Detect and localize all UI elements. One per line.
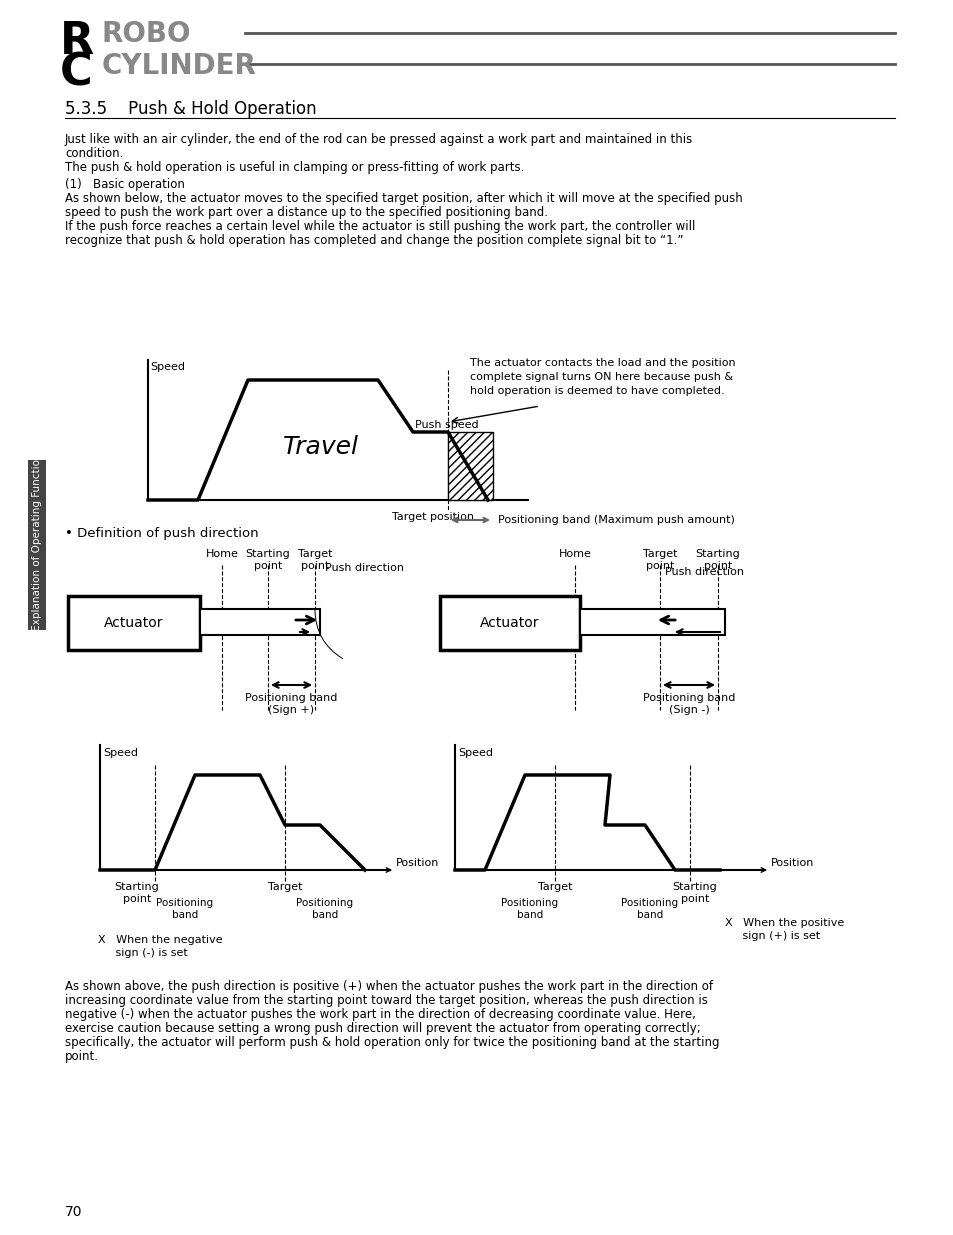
Text: Starting
point: Starting point (245, 550, 290, 572)
Text: Home: Home (558, 550, 591, 559)
Text: condition.: condition. (65, 147, 123, 161)
Text: ROBO: ROBO (102, 20, 192, 48)
Text: Starting
point: Starting point (114, 882, 159, 904)
Text: speed to push the work part over a distance up to the specified positioning band: speed to push the work part over a dista… (65, 206, 547, 219)
Text: Actuator: Actuator (479, 616, 539, 630)
Text: Target
point: Target point (297, 550, 332, 572)
Text: Position: Position (770, 858, 814, 868)
Bar (448, 432, 493, 500)
Text: Positioning
band: Positioning band (501, 898, 558, 920)
Text: Push speed: Push speed (415, 420, 478, 430)
Bar (28, 459, 46, 630)
Text: Positioning band
(Sign -): Positioning band (Sign -) (642, 693, 735, 715)
Text: The push & hold operation is useful in clamping or press-fitting of work parts.: The push & hold operation is useful in c… (65, 161, 524, 174)
Text: Target position: Target position (392, 513, 474, 522)
Text: point.: point. (65, 1050, 99, 1063)
Text: Positioning
band: Positioning band (156, 898, 213, 920)
Text: Positioning
band: Positioning band (620, 898, 678, 920)
Text: increasing coordinate value from the starting point toward the target position, : increasing coordinate value from the sta… (65, 994, 707, 1007)
Text: Starting
point: Starting point (695, 550, 740, 572)
Bar (68, 597, 200, 650)
Text: Push direction: Push direction (325, 563, 403, 573)
Bar (200, 609, 319, 635)
Text: X   When the negative
     sign (-) is set: X When the negative sign (-) is set (98, 935, 222, 958)
Text: If the push force reaches a certain level while the actuator is still pushing th: If the push force reaches a certain leve… (65, 220, 695, 233)
Text: negative (-) when the actuator pushes the work part in the direction of decreasi: negative (-) when the actuator pushes th… (65, 1008, 695, 1021)
Text: recognize that push & hold operation has completed and change the position compl: recognize that push & hold operation has… (65, 233, 682, 247)
Text: Just like with an air cylinder, the end of the rod can be pressed against a work: Just like with an air cylinder, the end … (65, 133, 693, 146)
Text: The actuator contacts the load and the position
complete signal turns ON here be: The actuator contacts the load and the p… (470, 358, 735, 396)
Text: specifically, the actuator will perform push & hold operation only for twice the: specifically, the actuator will perform … (65, 1036, 719, 1049)
Text: Target: Target (268, 882, 302, 892)
Text: Speed: Speed (150, 362, 185, 372)
Text: Speed: Speed (457, 748, 493, 758)
Text: Positioning band
(Sign +): Positioning band (Sign +) (245, 693, 337, 715)
Text: R: R (60, 20, 94, 63)
Text: 70: 70 (65, 1205, 82, 1219)
Text: Actuator: Actuator (104, 616, 164, 630)
Text: Push direction: Push direction (664, 567, 743, 577)
Text: Positioning
band: Positioning band (296, 898, 354, 920)
Text: Home: Home (205, 550, 238, 559)
Text: Positioning band (Maximum push amount): Positioning band (Maximum push amount) (497, 515, 734, 525)
Text: Target: Target (537, 882, 572, 892)
Text: C: C (60, 52, 92, 95)
Text: As shown above, the push direction is positive (+) when the actuator pushes the : As shown above, the push direction is po… (65, 981, 712, 993)
Text: • Definition of push direction: • Definition of push direction (65, 527, 258, 540)
Text: CYLINDER: CYLINDER (102, 52, 256, 80)
Bar (439, 597, 579, 650)
Text: Travel: Travel (283, 435, 358, 459)
Text: 5. Explanation of Operating Functions: 5. Explanation of Operating Functions (32, 446, 42, 643)
Text: Starting
point: Starting point (672, 882, 717, 904)
Text: exercise caution because setting a wrong push direction will prevent the actuato: exercise caution because setting a wrong… (65, 1023, 700, 1035)
Text: Target
point: Target point (642, 550, 677, 572)
Text: (1)   Basic operation: (1) Basic operation (65, 178, 185, 191)
Text: Speed: Speed (103, 748, 138, 758)
Text: 5.3.5    Push & Hold Operation: 5.3.5 Push & Hold Operation (65, 100, 316, 119)
Text: Position: Position (395, 858, 439, 868)
Text: As shown below, the actuator moves to the specified target position, after which: As shown below, the actuator moves to th… (65, 191, 742, 205)
Text: X   When the positive
     sign (+) is set: X When the positive sign (+) is set (724, 918, 843, 941)
Bar (579, 609, 724, 635)
